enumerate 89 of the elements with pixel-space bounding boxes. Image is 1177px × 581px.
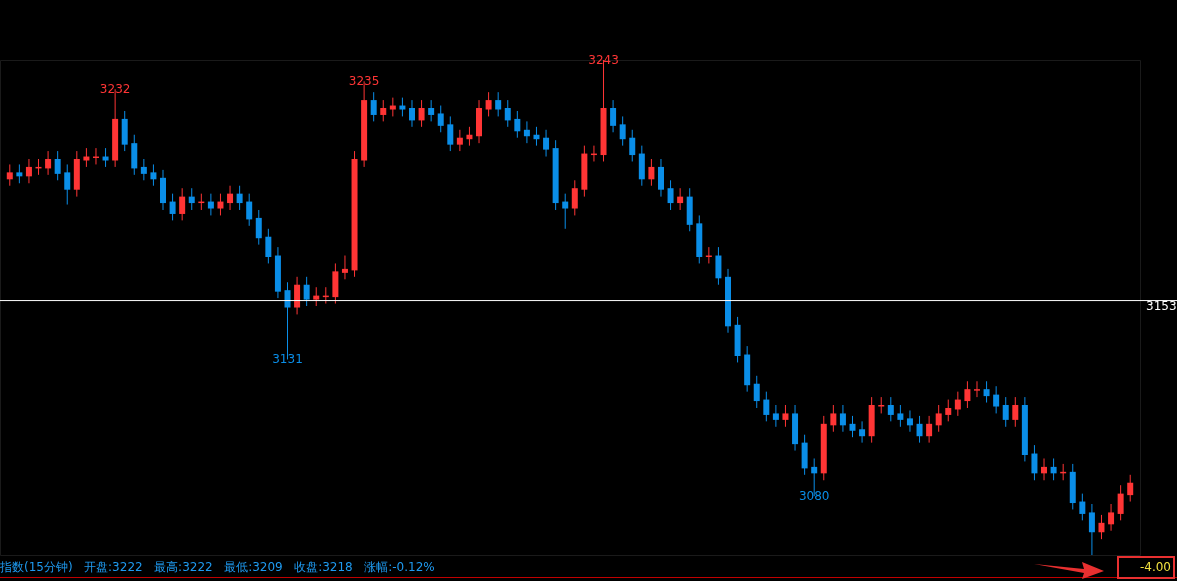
annotation: 3131 [272, 352, 303, 367]
candlestick [1050, 457, 1057, 481]
candlestick [1098, 514, 1105, 540]
candlestick [6, 163, 13, 187]
candlestick [227, 185, 234, 211]
candlestick [629, 129, 636, 162]
candlestick [313, 286, 320, 307]
candlestick [428, 99, 435, 122]
candlestick [610, 99, 617, 133]
candlestick [667, 179, 674, 211]
candlestick [1108, 503, 1115, 532]
candlestick [1127, 474, 1134, 503]
annotation: 3080 [798, 489, 830, 504]
text: 指数(15分钟) 开盘:3222 最高:3222 最低:3209 收盘:3218 涨幅:-0.12% [0, 560, 435, 574]
candlestick [437, 105, 444, 133]
candlestick [543, 129, 550, 158]
candlestick [236, 185, 243, 211]
candlestick [169, 193, 176, 221]
candlestick [399, 97, 406, 117]
candlestick [677, 187, 684, 211]
candlestick [504, 99, 511, 128]
candlestick [973, 380, 980, 398]
candlestick [380, 99, 387, 122]
candlestick [188, 187, 195, 211]
candlestick [25, 158, 32, 184]
candlestick [772, 404, 779, 428]
candlestick [1041, 457, 1048, 481]
candlestick [255, 209, 262, 246]
candlestick [753, 375, 760, 409]
candlestick [54, 150, 61, 181]
candlestick [964, 380, 971, 409]
candlestick [562, 193, 569, 230]
candlestick [849, 415, 856, 438]
candlestick [1031, 444, 1038, 481]
candlestick [983, 380, 990, 404]
candlestick [1088, 503, 1095, 556]
candlestick [485, 91, 492, 117]
candlestick [763, 391, 770, 422]
candlestick [447, 115, 454, 152]
candlestick [45, 150, 52, 176]
candlestick [715, 246, 722, 286]
candlestick [839, 404, 846, 433]
candlestick [926, 415, 933, 444]
annotation: 3232 [99, 82, 131, 97]
candlestick [887, 396, 894, 422]
candlestick [954, 391, 961, 417]
annotation: 3153 [1146, 298, 1177, 313]
candlestick [945, 399, 952, 422]
candlestick [648, 158, 655, 187]
candlestick [370, 91, 377, 122]
candlestick [16, 163, 23, 184]
candlestick [935, 404, 942, 433]
candlestick [830, 404, 837, 433]
candlestick [571, 179, 578, 216]
candlestick [418, 99, 425, 128]
candlestick [389, 97, 396, 117]
candlestick [303, 276, 310, 307]
candlestick [1012, 396, 1019, 428]
candlestick [897, 404, 904, 428]
candlestick [246, 193, 253, 227]
text: -4.00 [1117, 556, 1175, 579]
annotation: 3243 [588, 53, 619, 67]
candlestick [906, 409, 913, 433]
candlestick [102, 147, 109, 168]
candlestick [859, 420, 866, 444]
candlestick [619, 115, 626, 147]
candlestick [523, 120, 530, 144]
candlestick [207, 193, 214, 216]
candlestick [993, 385, 1000, 414]
candlestick [495, 91, 502, 117]
candlestick [83, 147, 90, 168]
candlestick [657, 158, 664, 198]
candlestick [217, 193, 224, 216]
candlestick [265, 228, 272, 264]
annotation: 3235 [348, 74, 380, 89]
candlestick [1002, 396, 1009, 428]
candlestick [1079, 493, 1086, 521]
candlestick [514, 110, 521, 139]
candlestick [782, 404, 789, 428]
candlestick [341, 255, 348, 280]
candlestick [456, 129, 463, 152]
candlestick [64, 163, 71, 206]
candlestick [140, 158, 147, 181]
candlestick [916, 415, 923, 444]
candlestick [1117, 484, 1124, 521]
candlestick [179, 187, 186, 221]
candlestick [294, 276, 301, 315]
candlestick [408, 99, 415, 128]
candlestick [150, 163, 157, 187]
